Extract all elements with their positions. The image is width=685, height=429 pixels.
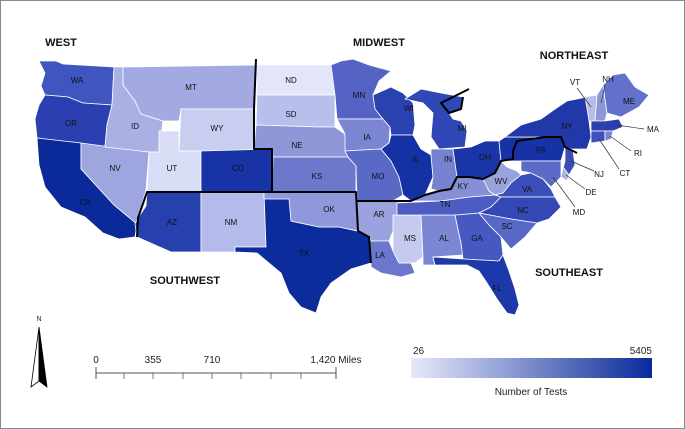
state-label-ks: KS (312, 172, 323, 181)
scale-label-710: 710 (204, 355, 221, 366)
state-label-wy: WY (211, 124, 225, 133)
state-label-vt: VT (570, 78, 580, 87)
state-label-mt: MT (185, 83, 197, 92)
state-label-ri: RI (634, 149, 642, 158)
state-label-ca: CA (79, 198, 91, 207)
scale-label-1420: 1,420 Miles (310, 355, 361, 366)
state-label-pa: PA (536, 146, 547, 155)
region-label-northeast: NORTHEAST (540, 50, 609, 62)
state-ct (590, 130, 606, 144)
state-pa (498, 136, 566, 162)
label-leader-lines (552, 84, 645, 208)
state-label-ma: MA (647, 125, 660, 134)
state-label-wv: WV (495, 177, 509, 186)
scale-label-0: 0 (93, 355, 99, 366)
state-label-va: VA (522, 185, 533, 194)
legend-title: Number of Tests (495, 387, 568, 398)
legend-max-label: 5405 (630, 346, 653, 357)
north-arrow-right-half (38, 326, 48, 388)
state-label-de: DE (585, 188, 596, 197)
state-label-la: LA (375, 251, 385, 260)
state-label-nm: NM (225, 218, 238, 227)
state-label-wa: WA (71, 76, 84, 85)
state-label-sd: SD (285, 110, 296, 119)
state-mi (403, 88, 468, 150)
state-label-or: OR (65, 119, 77, 128)
state-label-mo: MO (372, 172, 385, 181)
state-label-nv: NV (109, 164, 121, 173)
state-me (602, 72, 650, 118)
legend-gradient-bar (411, 358, 652, 378)
region-label-midwest: MIDWEST (353, 37, 405, 49)
state-de (560, 166, 570, 182)
state-label-nc: NC (517, 206, 529, 215)
north-arrow: N (30, 316, 48, 388)
state-label-ok: OK (323, 205, 335, 214)
color-legend: 26 5405 Number of Tests (411, 346, 652, 398)
state-label-in: IN (444, 155, 452, 164)
region-label-southwest: SOUTHWEST (150, 275, 221, 287)
state-label-ky: KY (458, 182, 469, 191)
north-arrow-label: N (36, 316, 41, 323)
state-label-mn: MN (353, 91, 366, 100)
state-md (520, 160, 562, 188)
north-arrow-left-half (30, 326, 40, 388)
state-label-az: AZ (167, 218, 177, 227)
state-label-tx: TX (299, 249, 310, 258)
state-label-nh: NH (602, 75, 614, 84)
legend-min-label: 26 (413, 346, 425, 357)
state-label-ga: GA (471, 234, 483, 243)
state-label-nd: ND (285, 76, 297, 85)
state-label-id: ID (131, 122, 139, 131)
state-labels: WA OR CA NV ID MT WY UT CO AZ NM TX OK N… (65, 75, 660, 293)
state-fl (432, 254, 520, 316)
states-layer (34, 58, 650, 316)
state-label-sc: SC (501, 222, 512, 231)
state-label-nj: NJ (594, 170, 604, 179)
state-label-fl: FL (492, 284, 502, 293)
state-sc (477, 212, 538, 250)
state-la (368, 236, 416, 278)
state-label-tn: TN (440, 200, 451, 209)
state-mn (330, 58, 392, 120)
state-label-al: AL (439, 234, 449, 243)
state-label-ct: CT (620, 169, 631, 178)
state-label-ny: NY (561, 122, 573, 131)
state-label-ar: AR (373, 210, 384, 219)
state-label-ut: UT (167, 164, 178, 173)
state-label-co: CO (232, 164, 244, 173)
region-label-west: WEST (45, 37, 77, 49)
state-label-il: IL (413, 155, 420, 164)
state-label-ms: MS (404, 234, 416, 243)
state-ri (604, 130, 614, 142)
region-label-southeast: SOUTHEAST (535, 267, 603, 279)
state-label-mi: MI (458, 124, 467, 133)
state-label-md: MD (573, 208, 586, 217)
state-label-oh: OH (479, 153, 491, 162)
region-boundaries (136, 58, 578, 264)
state-label-me: ME (623, 97, 635, 106)
state-label-ne: NE (291, 141, 302, 150)
scale-label-355: 355 (145, 355, 162, 366)
region-labels: WEST MIDWEST NORTHEAST SOUTHWEST SOUTHEA… (45, 37, 608, 287)
state-label-ia: IA (363, 133, 371, 142)
scale-bar: 0 355 710 1,420 Miles (93, 355, 362, 379)
state-label-wi: WI (404, 104, 414, 113)
